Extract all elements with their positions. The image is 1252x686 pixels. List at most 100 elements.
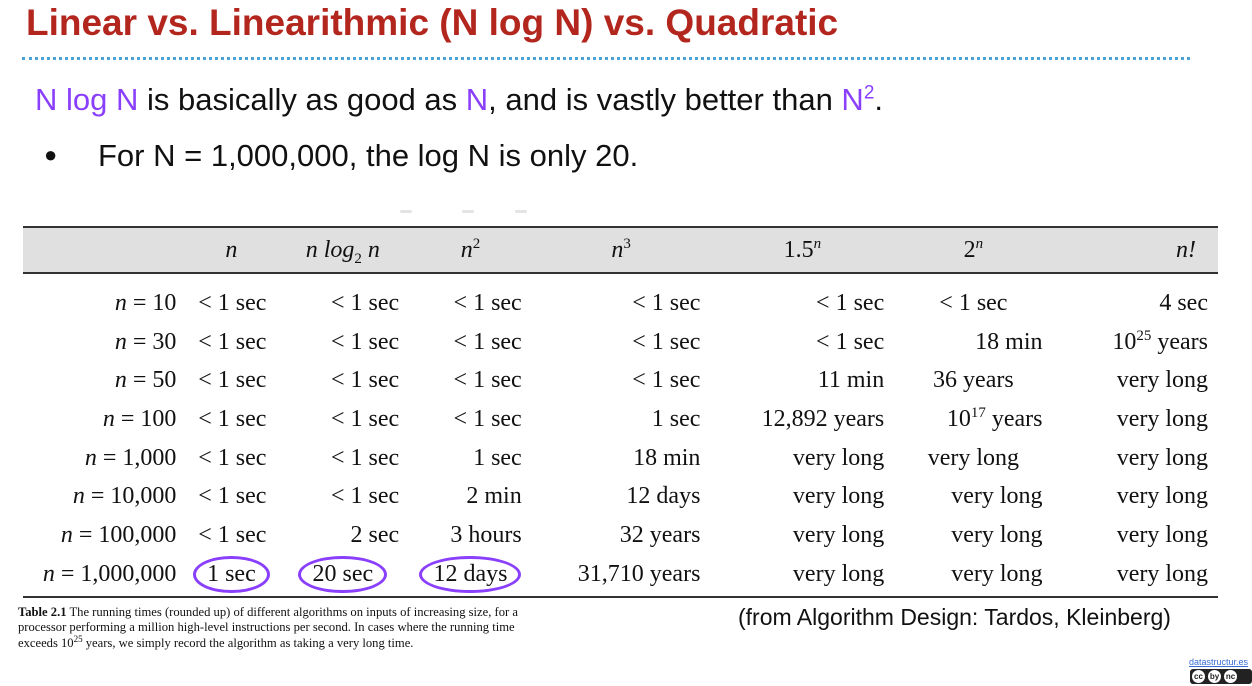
header-blank: [23, 226, 187, 274]
bullet-text: For N = 1,000,000, the log N is only 20.: [98, 138, 639, 173]
cell-n-squared: < 1 sec: [453, 328, 522, 355]
lead-n: N: [465, 82, 489, 117]
cell-n-cubed: 31,710 years: [531, 554, 711, 598]
cell-1-5-pow-n: very long: [710, 554, 895, 598]
cell-n-cubed: < 1 sec: [632, 328, 701, 355]
header-factorial: n!: [1052, 226, 1218, 274]
cell-factorial: very long: [1116, 521, 1208, 548]
cc-icon: cc: [1192, 670, 1205, 683]
cell-1-5-pow-n: very long: [792, 444, 885, 471]
header-nlogn: n log2 n: [276, 226, 410, 274]
slide-title: Linear vs. Linearithmic (N log N) vs. Qu…: [26, 2, 839, 43]
table-row: n = 10 < 1 sec < 1 sec < 1 sec < 1 sec <…: [23, 273, 1218, 323]
cell-2-pow-n: 1017 years: [946, 404, 1043, 432]
cell-n-cubed: < 1 sec: [632, 367, 701, 394]
cell-n-cubed: 1 sec: [651, 405, 701, 432]
cell-2-pow-n: very long: [927, 444, 1020, 471]
caption-label: Table 2.1: [18, 605, 67, 619]
cell-n-squared: 2 min: [466, 483, 522, 510]
row-label: n = 30: [114, 328, 177, 355]
table-row: n = 1,000 < 1 sec < 1 sec 1 sec 18 min v…: [23, 439, 1218, 478]
table-row: n = 100 < 1 sec < 1 sec < 1 sec 1 sec 12…: [23, 400, 1218, 439]
table-row: n = 1,000,000 1 sec 20 sec 12 days 31,71…: [23, 554, 1218, 598]
caption-text-end: years, we simply record the algorithm as…: [82, 635, 414, 650]
circled-value: 1 sec: [193, 555, 270, 593]
cell-1-5-pow-n: < 1 sec: [816, 289, 885, 316]
circled-value: 12 days: [419, 555, 522, 593]
footer-link[interactable]: datastructur.es: [1189, 657, 1249, 667]
cell-n-squared: 12 days: [409, 554, 532, 598]
cell-nlogn: 2 sec: [350, 521, 400, 548]
cell-factorial: 1025 years: [1112, 327, 1208, 355]
lead-period: .: [874, 82, 884, 117]
cell-n: < 1 sec: [198, 444, 267, 471]
cell-nlogn: < 1 sec: [331, 483, 400, 510]
cell-n-squared: < 1 sec: [453, 289, 522, 316]
row-label: n = 100: [102, 405, 177, 432]
circled-value: 20 sec: [298, 555, 387, 593]
header-1-5-pow-n: 1.5n: [710, 226, 895, 274]
header-n-cubed: n3: [531, 226, 711, 274]
cell-factorial: very long: [1052, 554, 1218, 598]
cell-2-pow-n: 18 min: [975, 328, 1043, 355]
row-label: n = 10,000: [72, 483, 177, 510]
caption-text: The running times (rounded up) of differ…: [18, 605, 518, 650]
cell-n: < 1 sec: [198, 521, 267, 548]
cc-license-icon[interactable]: ccbyncsa: [1190, 669, 1252, 684]
faded-mark: [462, 210, 474, 213]
header-2-pow-n: 2n: [894, 226, 1053, 274]
table-caption: Table 2.1 The running times (rounded up)…: [18, 605, 538, 651]
cell-factorial: 4 sec: [1159, 289, 1208, 316]
cell-n-cubed: 32 years: [619, 521, 701, 548]
faded-mark: [515, 210, 527, 213]
cell-2-pow-n: < 1 sec: [939, 289, 1008, 316]
cell-2-pow-n: very long: [951, 483, 1043, 510]
caption-sup: 25: [73, 633, 83, 644]
cell-n: < 1 sec: [198, 405, 267, 432]
cell-2-pow-n: very long: [951, 521, 1043, 548]
nc-icon: nc: [1224, 670, 1237, 683]
cell-1-5-pow-n: very long: [792, 521, 885, 548]
table-row: n = 100,000 < 1 sec 2 sec 3 hours 32 yea…: [23, 516, 1218, 555]
cell-nlogn: < 1 sec: [331, 289, 400, 316]
source-attribution: (from Algorithm Design: Tardos, Kleinber…: [738, 604, 1171, 630]
bullet-icon: ●: [44, 141, 58, 167]
header-n: n: [186, 226, 277, 274]
by-icon: by: [1208, 670, 1221, 683]
row-label: n = 1,000,000: [23, 554, 187, 598]
cell-1-5-pow-n: < 1 sec: [816, 328, 885, 355]
cell-1-5-pow-n: 12,892 years: [761, 405, 885, 432]
lead-n-squared: N2: [841, 82, 875, 117]
cell-2-pow-n: 36 years: [933, 367, 1014, 394]
cell-n-cubed: 18 min: [633, 444, 701, 471]
cell-n-cubed: 12 days: [626, 483, 701, 510]
table-row: n = 50 < 1 sec < 1 sec < 1 sec < 1 sec 1…: [23, 361, 1218, 400]
cell-n: < 1 sec: [198, 328, 267, 355]
table-row: n = 30 < 1 sec < 1 sec < 1 sec < 1 sec <…: [23, 323, 1218, 362]
cell-factorial: very long: [1116, 483, 1208, 510]
lead-text-1: is basically as good as: [138, 82, 466, 117]
cell-n-squared: < 1 sec: [453, 405, 522, 432]
row-label: n = 50: [114, 367, 177, 394]
row-label: n = 1,000: [84, 444, 177, 471]
bullet-point: ● For N = 1,000,000, the log N is only 20…: [44, 138, 638, 174]
cell-n-squared: < 1 sec: [453, 367, 522, 394]
cell-nlogn: < 1 sec: [331, 328, 400, 355]
cell-nlogn: < 1 sec: [331, 405, 400, 432]
header-n-squared: n2: [409, 226, 532, 274]
cell-nlogn: < 1 sec: [331, 444, 400, 471]
cell-n: < 1 sec: [198, 483, 267, 510]
row-label: n = 10: [114, 289, 177, 316]
cell-1-5-pow-n: very long: [792, 483, 885, 510]
cell-n-squared: 3 hours: [450, 521, 522, 548]
title-divider: [22, 57, 1190, 60]
cell-nlogn: 20 sec: [276, 554, 410, 598]
cell-1-5-pow-n: 11 min: [817, 367, 885, 394]
lead-sentence: N log N is basically as good as N, and i…: [35, 82, 883, 118]
cell-nlogn: < 1 sec: [331, 367, 400, 394]
cell-n-squared: 1 sec: [473, 444, 522, 471]
table-row: n = 10,000 < 1 sec < 1 sec 2 min 12 days…: [23, 477, 1218, 516]
cell-n: < 1 sec: [198, 289, 267, 316]
lead-nlogn: N log N: [35, 82, 139, 117]
cell-n: < 1 sec: [198, 367, 267, 394]
